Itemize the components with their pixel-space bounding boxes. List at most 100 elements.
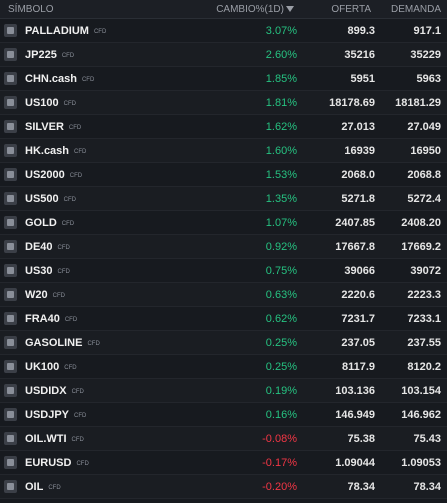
icon-glyph: [7, 387, 14, 394]
instrument-tag: CFD: [57, 269, 70, 275]
table-row[interactable]: OIL CFD -0.20% 78.34 78.34: [0, 475, 447, 499]
ask-cell: 8120.2: [407, 361, 441, 373]
table-row[interactable]: EURUSD CFD -0.17% 1.09044 1.09053: [0, 451, 447, 475]
symbol-icon: [4, 336, 17, 349]
header-symbol[interactable]: SÍMBOLO: [8, 4, 54, 15]
table-row[interactable]: GOLD CFD 1.07% 2407.85 2408.20: [0, 211, 447, 235]
symbol-icon: [4, 408, 17, 421]
header-bid[interactable]: OFERTA: [331, 4, 371, 15]
icon-glyph: [7, 195, 14, 202]
change-cell: 1.53%: [265, 169, 297, 181]
sort-arrow[interactable]: [286, 5, 294, 13]
change-cell: 0.19%: [265, 385, 297, 397]
table-row[interactable]: US500 CFD 1.35% 5271.8 5272.4: [0, 187, 447, 211]
table-row[interactable]: GASOLINE CFD 0.25% 237.05 237.55: [0, 331, 447, 355]
symbol-name: USDIDX: [25, 385, 67, 397]
icon-glyph: [7, 339, 14, 346]
bid-cell: 27.013: [341, 121, 375, 133]
instrument-tag: CFD: [71, 389, 84, 395]
symbol-cell: FRA40 CFD: [25, 313, 77, 325]
change-cell: 1.81%: [265, 97, 297, 109]
instrument-tag: CFD: [48, 485, 61, 491]
symbol-icon: [4, 360, 17, 373]
bid-cell: 5951: [350, 73, 375, 85]
table-row[interactable]: US30 CFD 0.75% 39066 39072: [0, 259, 447, 283]
instrument-tag: CFD: [93, 29, 107, 35]
instrument-tag: CFD: [64, 317, 78, 323]
change-cell: 0.25%: [265, 361, 297, 373]
symbol-cell: US2000 CFD: [25, 169, 82, 181]
icon-glyph: [7, 483, 14, 490]
instrument-tag: CFD: [69, 173, 83, 179]
ask-cell: 917.1: [413, 25, 441, 37]
symbol-icon: [4, 480, 17, 493]
symbol-icon: [4, 264, 17, 277]
table-row[interactable]: W20 CFD 0.63% 2220.6 2223.3: [0, 283, 447, 307]
symbol-name: CHN.cash: [25, 73, 77, 85]
symbol-name: GASOLINE: [25, 337, 83, 349]
table-row[interactable]: DE40 CFD 0.92% 17667.8 17669.2: [0, 235, 447, 259]
bid-cell: 5271.8: [341, 193, 375, 205]
table-row[interactable]: FRA40 CFD 0.62% 7231.7 7233.1: [0, 307, 447, 331]
table-row[interactable]: US2000 CFD 1.53% 2068.0 2068.8: [0, 163, 447, 187]
change-cell: 0.62%: [265, 313, 297, 325]
ask-cell: 146.962: [401, 409, 441, 421]
header-change[interactable]: CAMBIO%(1D): [216, 4, 284, 15]
symbol-icon: [4, 144, 17, 157]
table-row[interactable]: JP225 CFD 2.60% 35216 35229: [0, 43, 447, 67]
bid-cell: 8117.9: [341, 361, 375, 373]
change-cell: 0.16%: [265, 409, 297, 421]
icon-glyph: [7, 51, 14, 58]
instrument-tag: CFD: [71, 437, 84, 443]
symbol-icon: [4, 48, 17, 61]
icon-glyph: [7, 243, 14, 250]
symbol-name: PALLADIUM: [25, 25, 89, 37]
symbol-cell: CHN.cash CFD: [25, 73, 94, 85]
symbol-cell: W20 CFD: [25, 289, 65, 301]
symbol-name: JP225: [25, 49, 57, 61]
change-cell: 1.07%: [265, 217, 297, 229]
table-row[interactable]: UK100 CFD 0.25% 8117.9 8120.2: [0, 355, 447, 379]
instrument-tag: CFD: [57, 245, 70, 251]
icon-glyph: [7, 315, 14, 322]
icon-glyph: [7, 411, 14, 418]
instrument-tag: CFD: [74, 149, 87, 155]
symbol-name: USDJPY: [25, 409, 70, 421]
symbol-cell: SILVER CFD: [25, 121, 81, 133]
table-row[interactable]: USDJPY CFD 0.16% 146.949 146.962: [0, 403, 447, 427]
table-row[interactable]: SILVER CFD 1.62% 27.013 27.049: [0, 115, 447, 139]
symbol-name: US100: [25, 97, 59, 109]
bid-cell: 103.136: [335, 385, 375, 397]
instrument-tag: CFD: [61, 53, 75, 59]
icon-glyph: [7, 123, 14, 130]
symbol-name: US500: [25, 193, 59, 205]
table-row[interactable]: OIL.WTI CFD -0.08% 75.38 75.43: [0, 427, 447, 451]
symbol-icon: [4, 168, 17, 181]
symbol-icon: [4, 72, 17, 85]
symbol-icon: [4, 288, 17, 301]
bid-cell: 16939: [344, 145, 375, 157]
symbol-icon: [4, 120, 17, 133]
change-cell: 0.63%: [265, 289, 297, 301]
bid-cell: 35216: [344, 49, 375, 61]
ask-cell: 5272.4: [407, 193, 441, 205]
table-row[interactable]: HK.cash CFD 1.60% 16939 16950: [0, 139, 447, 163]
symbol-icon: [4, 432, 17, 445]
symbol-cell: HK.cash CFD: [25, 145, 86, 157]
symbol-name: HK.cash: [25, 145, 70, 157]
ask-cell: 35229: [410, 49, 441, 61]
table-row[interactable]: PALLADIUM CFD 3.07% 899.3 917.1: [0, 19, 447, 43]
table-row[interactable]: USDIDX CFD 0.19% 103.136 103.154: [0, 379, 447, 403]
change-cell: 1.85%: [265, 73, 297, 85]
table-row[interactable]: US100 CFD 1.81% 18178.69 18181.29: [0, 91, 447, 115]
instrument-tag: CFD: [68, 125, 82, 131]
symbol-cell: GOLD CFD: [25, 217, 74, 229]
change-cell: 2.60%: [265, 49, 297, 61]
table-row[interactable]: CHN.cash CFD 1.85% 5951 5963: [0, 67, 447, 91]
ask-cell: 18181.29: [395, 97, 441, 109]
instrument-tag: CFD: [63, 197, 76, 203]
icon-glyph: [7, 459, 14, 466]
header-ask[interactable]: DEMANDA: [390, 4, 441, 15]
bid-cell: 75.38: [347, 433, 375, 445]
